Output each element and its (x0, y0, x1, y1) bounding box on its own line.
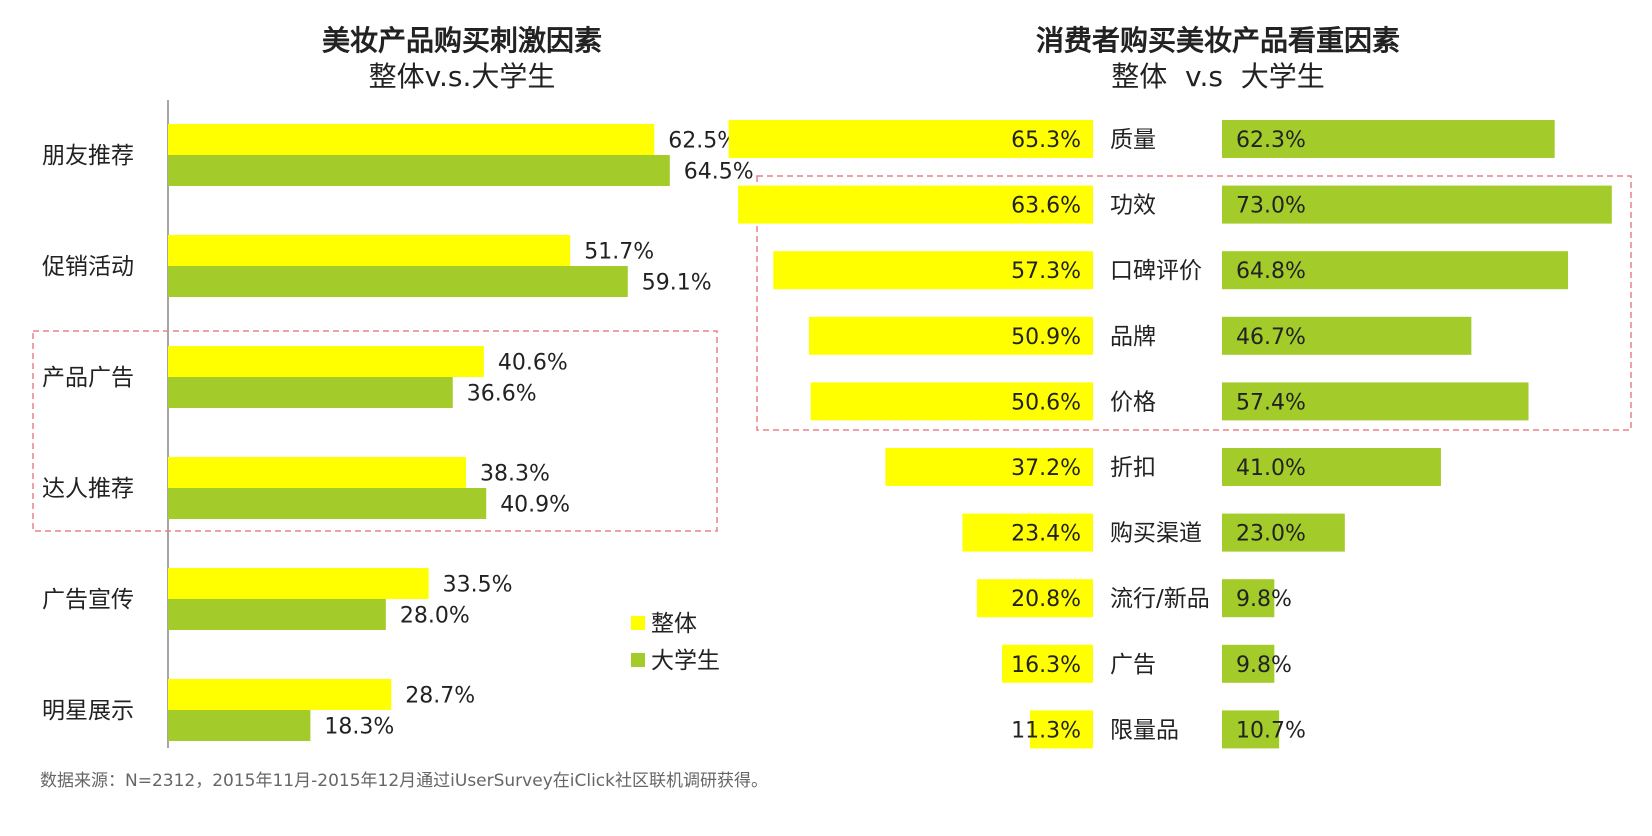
left-bar-overall (168, 679, 392, 710)
left-value-label-overall: 40.6% (498, 351, 568, 376)
right-bar-college (1222, 710, 1280, 749)
right-category-label: 折扣 (1110, 455, 1156, 481)
right-category-label: 口碑评价 (1110, 258, 1202, 284)
left-chart-subtitle: 整体v.s.大学生 (369, 60, 556, 93)
right-category-label: 质量 (1110, 127, 1156, 153)
left-value-label-overall: 38.3% (480, 462, 550, 487)
left-bar-college (168, 599, 386, 630)
right-category-label: 品牌 (1110, 324, 1156, 350)
right-value-label-college: 10.7% (1236, 718, 1306, 743)
right-bar-overall (976, 579, 1093, 618)
right-bar-overall (808, 316, 1093, 355)
right-bar-college (1222, 382, 1529, 421)
right-bar-college (1222, 579, 1275, 618)
legend-college-swatch (631, 653, 645, 667)
right-bar-overall (885, 448, 1093, 486)
right-category-label: 限量品 (1110, 717, 1179, 743)
left-value-label-college: 28.0% (400, 604, 470, 629)
right-bar-overall (1002, 644, 1093, 683)
right-value-label-college: 73.0% (1236, 194, 1306, 219)
right-bar-overall (728, 120, 1093, 158)
left-highlight-box (32, 330, 718, 532)
right-category-label: 广告 (1110, 652, 1156, 678)
right-bar-overall (738, 185, 1093, 224)
right-value-label-overall: 50.6% (1011, 390, 1081, 415)
left-value-label-overall: 62.5% (668, 129, 738, 154)
left-category-label: 产品广告 (42, 365, 134, 391)
left-bar-college (168, 488, 487, 519)
left-value-label-college: 18.3% (324, 715, 394, 740)
left-chart-marks: 朋友推荐 62.5% 64.5% 促销活动 51.7% 59.1% 产品广告 40.6% 36.… (42, 124, 754, 741)
right-bar-overall (962, 513, 1093, 552)
left-bar-college (168, 155, 670, 186)
right-value-label-college: 62.3% (1236, 128, 1306, 153)
right-bar-college (1222, 120, 1555, 158)
right-bar-college (1222, 513, 1345, 552)
left-bar-overall (168, 124, 655, 155)
right-bar-college (1222, 644, 1275, 683)
right-value-label-overall: 23.4% (1011, 522, 1081, 547)
left-category-label: 明星展示 (42, 698, 134, 724)
left-bar-overall (168, 568, 429, 599)
left-category-label: 促销活动 (42, 254, 134, 280)
right-bar-college (1222, 251, 1569, 290)
right-value-label-overall: 63.6% (1011, 194, 1081, 219)
right-category-label: 价格 (1110, 389, 1156, 415)
right-value-label-college: 41.0% (1236, 456, 1306, 481)
left-bar-overall (168, 235, 571, 266)
left-bar-college (168, 710, 311, 741)
right-value-label-college: 64.8% (1236, 259, 1306, 284)
right-value-label-overall: 65.3% (1011, 128, 1081, 153)
right-value-label-overall: 20.8% (1011, 587, 1081, 612)
right-value-label-college: 9.8% (1236, 653, 1292, 678)
left-category-label: 达人推荐 (42, 476, 134, 502)
right-value-label-overall: 11.3% (1011, 718, 1081, 743)
left-bar-overall (168, 457, 466, 488)
right-value-label-college: 46.7% (1236, 325, 1306, 350)
left-bar-college (168, 266, 628, 297)
left-value-label-college: 40.9% (500, 493, 570, 518)
right-bar-college (1222, 448, 1441, 486)
right-value-label-college: 23.0% (1236, 522, 1306, 547)
legend-overall-label: 整体 (651, 611, 697, 637)
left-bar-college (168, 377, 453, 408)
left-bar-overall (168, 346, 484, 377)
right-value-label-college: 57.4% (1236, 390, 1306, 415)
left-category-label: 广告宣传 (42, 587, 134, 613)
right-highlight-box (756, 175, 1632, 431)
right-bar-overall (810, 382, 1093, 421)
legend-college-label: 大学生 (651, 648, 720, 674)
source-note: 数据来源：N=2312，2015年11月-2015年12月通过iUserSurv… (40, 771, 768, 791)
right-value-label-overall: 57.3% (1011, 259, 1081, 284)
right-chart-title: 消费者购买美妆产品看重因素 (1036, 24, 1400, 57)
right-value-label-college: 9.8% (1236, 587, 1292, 612)
right-value-label-overall: 16.3% (1011, 653, 1081, 678)
right-category-label: 功效 (1110, 193, 1156, 219)
left-category-label: 朋友推荐 (42, 143, 134, 169)
left-value-label-college: 36.6% (467, 382, 537, 407)
right-bar-college (1222, 316, 1472, 355)
right-chart-subtitle: 整体 v.s 大学生 (1111, 60, 1325, 93)
right-bar-overall (1029, 710, 1093, 749)
right-chart-marks: 65.3% 质量 62.3% 63.6% 功效 73.0% 57.3% 口碑评价 64.8% 50… (728, 120, 1612, 749)
right-category-label: 流行/新品 (1110, 586, 1210, 612)
right-value-label-overall: 50.9% (1011, 325, 1081, 350)
left-value-label-overall: 33.5% (443, 573, 513, 598)
right-bar-college (1222, 185, 1612, 224)
left-value-label-college: 64.5% (684, 160, 754, 185)
left-chart-title: 美妆产品购买刺激因素 (322, 24, 602, 57)
right-bar-overall (773, 251, 1093, 290)
right-category-label: 购买渠道 (1110, 521, 1202, 547)
left-value-label-overall: 28.7% (405, 684, 475, 709)
left-value-label-overall: 51.7% (584, 240, 654, 265)
legend-overall-swatch (631, 616, 645, 630)
right-value-label-overall: 37.2% (1011, 456, 1081, 481)
left-value-label-college: 59.1% (642, 271, 712, 296)
